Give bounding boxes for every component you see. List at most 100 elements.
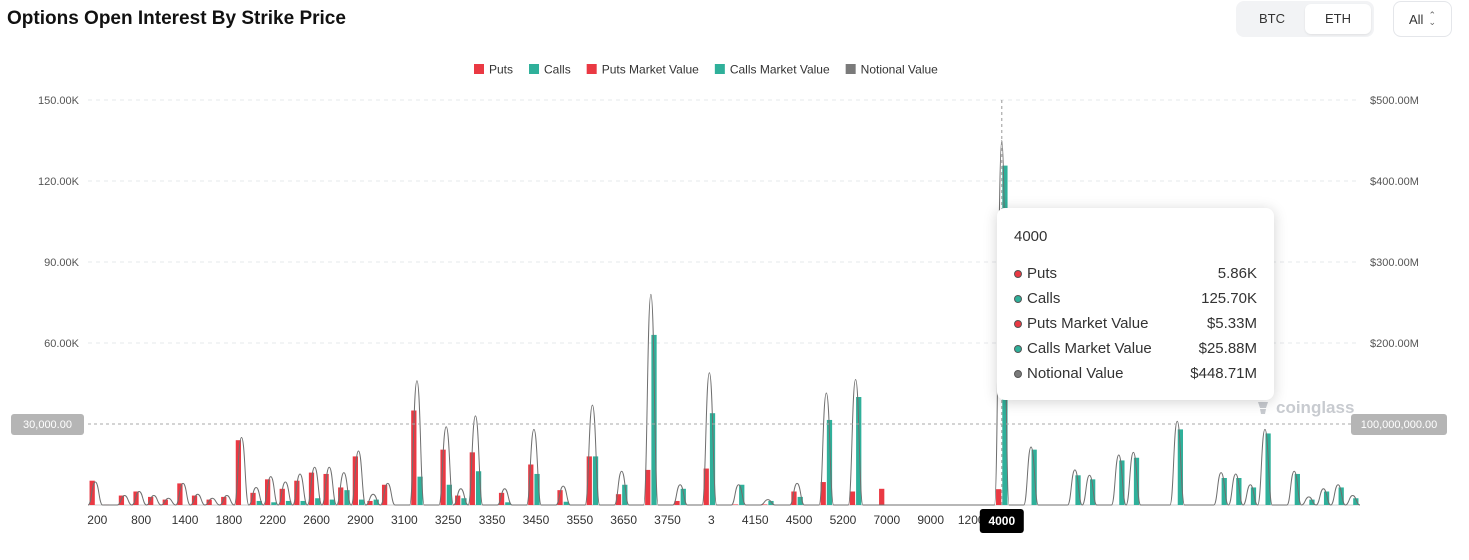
calls-bar bbox=[315, 498, 321, 505]
puts-bar bbox=[264, 479, 271, 505]
crosshair-right-label-bg bbox=[1351, 414, 1447, 435]
calls-bar bbox=[344, 490, 350, 505]
x-tick-label: 3750 bbox=[654, 513, 681, 527]
puts-bar bbox=[250, 492, 256, 505]
puts-bar bbox=[791, 491, 797, 505]
coinglass-logo-icon bbox=[1258, 402, 1268, 414]
tooltip-value: 5.86K bbox=[1217, 265, 1257, 282]
tooltip-row: Calls Market Value $25.88M bbox=[1014, 336, 1257, 361]
puts-bar bbox=[411, 410, 417, 505]
calls-bar bbox=[1309, 499, 1315, 505]
tooltip: 4000 Puts 5.86K Calls 125.70K Puts Marke… bbox=[997, 208, 1274, 400]
calls-bar bbox=[534, 473, 540, 505]
calls-bar bbox=[1265, 433, 1271, 505]
legend-swatch bbox=[474, 64, 484, 74]
notional-dot-icon bbox=[1014, 369, 1022, 378]
notional-value-line bbox=[87, 139, 1361, 506]
puts-bar bbox=[732, 504, 739, 505]
tooltip-label: Calls bbox=[1027, 290, 1061, 307]
calls-bar bbox=[1221, 478, 1227, 505]
calls-bar bbox=[446, 484, 452, 505]
calls-bar bbox=[300, 500, 306, 505]
tooltip-label: Puts Market Value bbox=[1027, 315, 1149, 332]
puts-bar bbox=[308, 472, 315, 505]
x-tick-label: 2600 bbox=[303, 513, 330, 527]
puts-bar bbox=[455, 495, 461, 505]
watermark: coinglass bbox=[1255, 398, 1354, 418]
calls-bar bbox=[768, 500, 774, 505]
tooltip-row: Puts Market Value $5.33M bbox=[1014, 311, 1257, 336]
crosshair-left-label-bg bbox=[11, 414, 84, 435]
legend-label: Calls Market Value bbox=[730, 63, 830, 77]
tooltip-row: Puts 5.86K bbox=[1014, 261, 1257, 286]
crosshair-left-label: 30,000.00 bbox=[23, 419, 72, 431]
page-title: Options Open Interest By Strike Price bbox=[7, 8, 346, 29]
calls-bar bbox=[461, 498, 467, 505]
crosshair-x-label-bg bbox=[979, 509, 1024, 533]
expiry-select[interactable]: All ⌃ ⌄ bbox=[1393, 1, 1452, 37]
x-tick-label: 3650 bbox=[610, 513, 637, 527]
x-tick-label: 4500 bbox=[786, 513, 813, 527]
puts-dot-icon bbox=[1014, 269, 1022, 278]
puts-bar bbox=[323, 473, 329, 505]
puts-bar bbox=[367, 500, 373, 505]
puts-bar bbox=[820, 482, 826, 505]
legend-swatch bbox=[845, 64, 856, 74]
x-tick-label: 3100 bbox=[391, 513, 418, 527]
puts-bar bbox=[235, 440, 242, 505]
puts-bar bbox=[221, 496, 227, 505]
legend-swatch bbox=[586, 64, 597, 74]
crosshair-x-label: 4000 bbox=[988, 514, 1015, 528]
puts-bar bbox=[615, 494, 622, 505]
puts-bar bbox=[133, 491, 139, 505]
puts-bar bbox=[996, 489, 1002, 505]
tooltip-value: $448.71M bbox=[1190, 365, 1257, 382]
puts-bar bbox=[557, 490, 563, 505]
calls-bar bbox=[1294, 473, 1300, 505]
x-tick-label: 1800 bbox=[216, 513, 243, 527]
puts-bar bbox=[528, 464, 534, 505]
puts-bar bbox=[206, 499, 212, 505]
puts-bar bbox=[469, 452, 475, 505]
x-tick-label: 200 bbox=[87, 513, 107, 527]
legend-swatch bbox=[714, 64, 725, 74]
calls-bar bbox=[1090, 479, 1096, 505]
tooltip-value: 125.70K bbox=[1201, 290, 1257, 307]
puts-bar bbox=[338, 487, 344, 505]
x-tick-label: 3 bbox=[708, 513, 715, 527]
y-left-tick-label: 90.00K bbox=[44, 257, 80, 269]
tooltip-label: Calls Market Value bbox=[1027, 340, 1152, 357]
x-tick-label: 3250 bbox=[435, 513, 462, 527]
calls-bar bbox=[256, 500, 262, 505]
puts-bar bbox=[279, 488, 285, 505]
calls-bar bbox=[1236, 478, 1242, 505]
y-right-tick-label: $500.00M bbox=[1370, 95, 1419, 107]
puts-bar bbox=[352, 456, 358, 505]
y-left-tick-label: 120.00K bbox=[38, 176, 80, 188]
legend-swatch bbox=[529, 64, 540, 74]
btc-button[interactable]: BTC bbox=[1259, 11, 1285, 26]
calls-bar bbox=[739, 484, 745, 505]
expiry-select-value: All bbox=[1409, 11, 1424, 27]
watermark-text: coinglass bbox=[1276, 398, 1355, 417]
calls-bar bbox=[271, 502, 277, 505]
puts-bar bbox=[849, 491, 856, 505]
calls-bar bbox=[1119, 460, 1125, 505]
puts-bar bbox=[381, 484, 388, 505]
calls-bar bbox=[797, 496, 803, 505]
puts-bar bbox=[879, 488, 885, 505]
calls-bar bbox=[592, 456, 599, 505]
tooltip-row: Calls 125.70K bbox=[1014, 286, 1257, 311]
calls-bar bbox=[1323, 491, 1330, 505]
asset-toggle: BTC ETH bbox=[1236, 1, 1374, 37]
crosshair-right-label: 100,000,000.00 bbox=[1361, 419, 1437, 431]
legend-label: Puts bbox=[489, 63, 513, 77]
calls-bar bbox=[373, 499, 379, 505]
puts-bar bbox=[703, 468, 709, 505]
legend-label: Notional Value bbox=[861, 63, 938, 77]
eth-button[interactable]: ETH bbox=[1305, 4, 1371, 34]
puts-bar bbox=[162, 499, 168, 505]
puts-bar bbox=[762, 504, 768, 505]
tooltip-row: Notional Value $448.71M bbox=[1014, 361, 1257, 386]
